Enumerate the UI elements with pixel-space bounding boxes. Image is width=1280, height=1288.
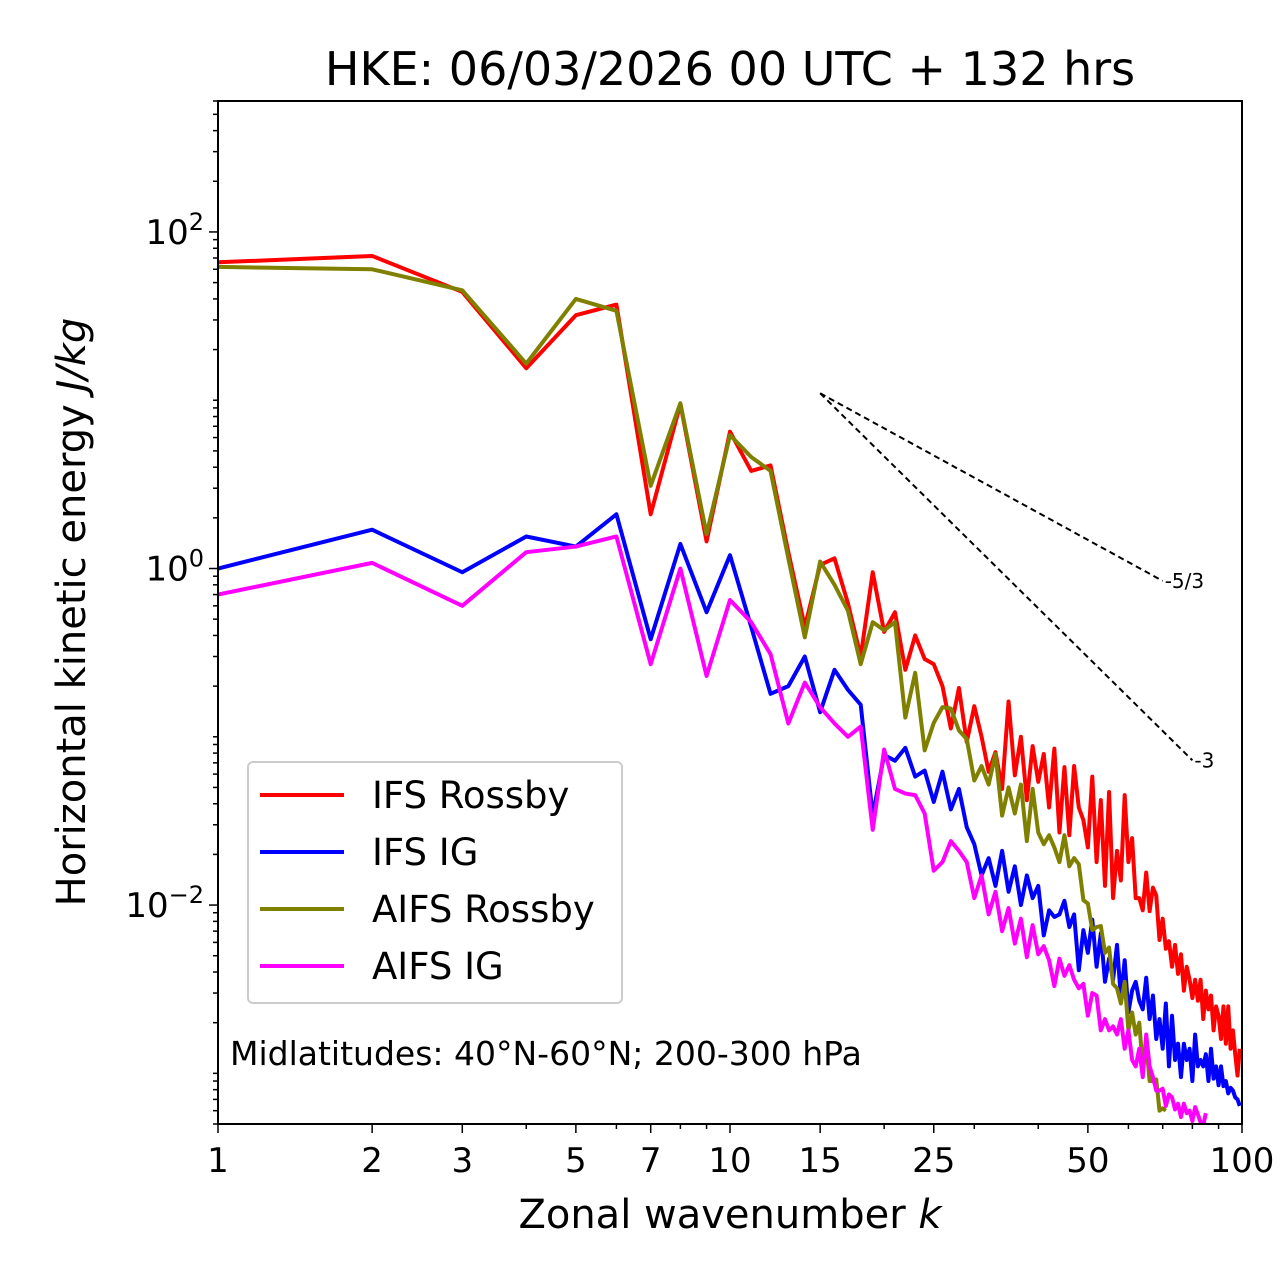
y-axis-label-text: Horizontal kinetic energy: [49, 404, 95, 906]
slope-label-0: -5/3: [1165, 569, 1204, 593]
x-tick-label: 50: [1066, 1141, 1109, 1181]
x-tick-label: 10: [708, 1141, 751, 1181]
y-tick-label: 102: [145, 208, 204, 253]
x-tick-label: 25: [912, 1141, 955, 1181]
chart-title: HKE: 06/03/2026 00 UTC + 132 hrs: [325, 42, 1135, 96]
legend-label: IFS IG: [372, 831, 478, 874]
x-tick-label: 3: [451, 1141, 473, 1181]
slope-line-1: [819, 392, 1194, 761]
series-lines: [218, 253, 1242, 1124]
slope-line-0: [819, 392, 1164, 582]
x-axis-label-text: Zonal wavenumber: [518, 1192, 906, 1238]
legend-label: AIFS Rossby: [372, 888, 595, 931]
series-line-ifs-ig: [218, 512, 1242, 1107]
x-tick-label: 15: [799, 1141, 842, 1181]
x-tick-label: 1: [207, 1141, 229, 1181]
axes-frame: [217, 100, 1243, 1125]
plot-area: -5/3 -3: [218, 253, 1242, 1124]
y-axis-label: Horizontal kinetic energy J/kg: [49, 318, 95, 907]
x-tick-label: 2: [361, 1141, 383, 1181]
series-line-aifs-ig: [218, 534, 1208, 1124]
x-tick-label: 5: [565, 1141, 587, 1181]
series-line-aifs-rossby: [218, 264, 1168, 1113]
reference-slopes: -5/3 -3: [819, 392, 1214, 772]
region-annotation: Midlatitudes: 40°N-60°N; 200-300 hPa: [230, 1034, 862, 1073]
x-axis-ticks: 1 2 3 5 7 10 15 25 50 100: [207, 1124, 1274, 1181]
y-tick-label: 10−2: [125, 881, 204, 926]
legend-label: IFS Rossby: [372, 774, 569, 817]
y-axis-ticks: 10−2 100 102: [125, 208, 218, 926]
legend: IFS Rossby IFS IG AIFS Rossby AIFS IG: [247, 761, 623, 1004]
x-tick-label: 7: [640, 1141, 662, 1181]
x-axis-label: Zonal wavenumber k: [518, 1192, 943, 1238]
y-tick-label: 100: [145, 545, 204, 590]
slope-label-1: -3: [1194, 748, 1214, 772]
legend-label: AIFS IG: [372, 945, 504, 988]
x-tick-label: 100: [1210, 1141, 1275, 1181]
y-axis-label-unit: J/kg: [49, 318, 95, 399]
x-axis-label-variable: k: [918, 1192, 943, 1238]
legend-box: [247, 761, 623, 1004]
